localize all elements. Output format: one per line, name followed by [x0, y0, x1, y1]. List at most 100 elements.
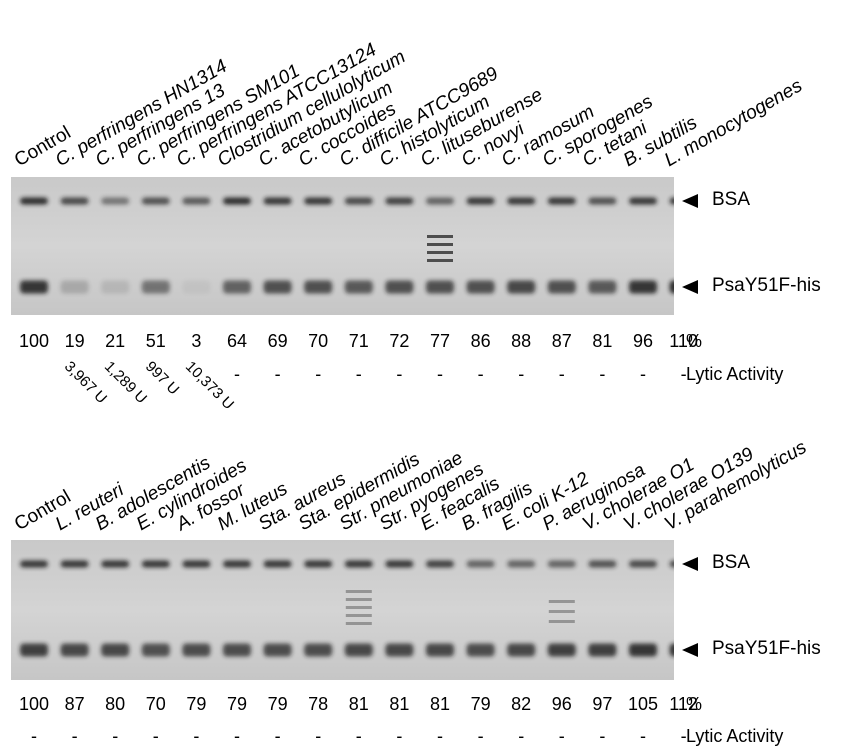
percent-unit: % — [686, 694, 703, 714]
bsa-band — [547, 197, 576, 205]
psa-band — [263, 643, 292, 657]
bsa-band — [20, 197, 48, 205]
lytic-dash: - — [112, 726, 119, 746]
panel-other-bacteria: Control L. reuteri B. adolescentis E. cylin… — [0, 400, 842, 754]
bsa-arrow-icon — [682, 557, 698, 571]
bsa-band — [101, 197, 130, 205]
bsa-band — [629, 197, 657, 205]
psa-band — [20, 280, 48, 294]
degradation-band — [427, 235, 453, 238]
percent-value: 79 — [226, 694, 248, 714]
lytic-dash: - — [152, 726, 159, 746]
percent-value: 88 — [511, 331, 532, 351]
percent-value: 21 — [105, 331, 126, 351]
percent-value: 69 — [267, 331, 288, 351]
lytic-dash: - — [640, 364, 646, 384]
psa-band — [263, 280, 292, 294]
bsa-band — [426, 197, 454, 205]
degradation-band — [345, 614, 372, 617]
percent-value: 100 — [18, 694, 50, 714]
lytic-dash: - — [518, 726, 525, 746]
psa-band — [20, 643, 48, 657]
bsa-band — [223, 560, 251, 568]
psa-band — [547, 280, 576, 294]
degradation-band — [345, 590, 372, 593]
lytic-dash: - — [234, 726, 240, 746]
bsa-band — [669, 560, 674, 568]
bsa-band — [182, 197, 211, 205]
bsa-band — [547, 560, 576, 568]
lytic-dash: - — [558, 726, 565, 746]
percent-value: 81 — [389, 694, 410, 714]
lytic-dash: - — [477, 726, 484, 746]
bsa-band — [507, 560, 536, 568]
lytic-dash: - — [599, 364, 606, 384]
lytic-dash: - — [193, 726, 200, 746]
psa-band — [426, 280, 454, 294]
percent-value: 87 — [64, 694, 85, 714]
bsa-band — [60, 560, 89, 568]
psa-band — [507, 280, 536, 294]
percent-value: 79 — [186, 694, 207, 714]
psa-band — [385, 280, 414, 294]
lytic-dash: - — [234, 364, 240, 384]
lytic-dash: - — [355, 726, 362, 746]
psa-band — [101, 643, 130, 657]
psa-band-label: PsaY51F-his — [712, 275, 821, 296]
bsa-band-label: BSA — [712, 189, 751, 210]
psa-band — [344, 643, 373, 657]
percent-value: 97 — [592, 694, 613, 714]
percent-value: 100 — [18, 331, 50, 351]
percent-value: 86 — [470, 331, 491, 351]
bsa-band — [385, 197, 414, 205]
lytic-dash: - — [599, 726, 606, 746]
percent-unit: % — [686, 331, 703, 351]
percent-value: 79 — [267, 694, 288, 714]
percent-value: 71 — [348, 331, 369, 351]
degradation-band — [345, 622, 372, 625]
lytic-activity-label: Lytic Activity — [686, 364, 784, 384]
lytic-dash: - — [437, 364, 443, 384]
psa-band — [223, 280, 251, 294]
percent-value: 105 — [627, 694, 659, 714]
lytic-dash: - — [680, 726, 687, 746]
bsa-band — [344, 197, 373, 205]
psa-band — [101, 280, 130, 294]
lytic-dash: - — [477, 364, 484, 384]
degradation-band — [345, 598, 372, 601]
percent-value: 70 — [308, 331, 329, 351]
lytic-dash: - — [396, 726, 403, 746]
psa-band — [588, 280, 617, 294]
psa-band — [629, 643, 657, 657]
lytic-dash: - — [315, 726, 322, 746]
bsa-band — [385, 560, 414, 568]
psa-band — [344, 280, 373, 294]
percent-value: 110 — [669, 331, 698, 351]
psa-arrow-icon — [682, 280, 698, 294]
percent-value: 79 — [470, 694, 491, 714]
bsa-band — [507, 197, 536, 205]
percent-value: 81 — [592, 331, 613, 351]
psa-arrow-icon — [682, 643, 698, 657]
bsa-band — [629, 560, 657, 568]
lytic-dash: - — [355, 364, 362, 384]
degradation-band — [427, 259, 453, 262]
lytic-dash: - — [71, 726, 78, 746]
psa-band — [588, 643, 617, 657]
bsa-band — [141, 197, 170, 205]
lytic-dash: - — [640, 726, 646, 746]
degradation-band — [345, 606, 372, 609]
gel-image — [11, 540, 674, 680]
psa-band — [223, 643, 251, 657]
percent-value: 77 — [429, 331, 451, 351]
degradation-band — [427, 243, 453, 246]
bsa-band — [60, 197, 89, 205]
psa-band — [669, 643, 674, 657]
bsa-band — [426, 560, 454, 568]
psa-band — [629, 280, 657, 294]
psa-band — [60, 643, 89, 657]
degradation-band — [427, 251, 453, 254]
bsa-band — [223, 197, 251, 205]
psa-band — [304, 280, 333, 294]
lytic-dash: - — [558, 364, 565, 384]
